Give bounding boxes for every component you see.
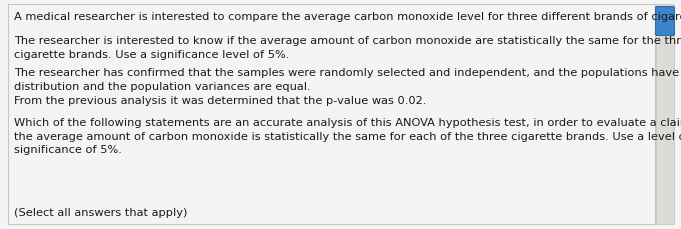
Text: Which of the following statements are an accurate analysis of this ANOVA hypothe: Which of the following statements are an… <box>14 117 681 155</box>
Text: (Select all answers that apply): (Select all answers that apply) <box>14 207 187 217</box>
Text: A medical researcher is interested to compare the average carbon monoxide level : A medical researcher is interested to co… <box>14 12 681 22</box>
Text: From the previous analysis it was determined that the p-value was 0.02.: From the previous analysis it was determ… <box>14 95 426 106</box>
Text: The researcher has confirmed that the samples were randomly selected and indepen: The researcher has confirmed that the sa… <box>14 68 681 91</box>
FancyBboxPatch shape <box>656 8 674 36</box>
FancyBboxPatch shape <box>656 5 674 224</box>
Text: The researcher is interested to know if the average amount of carbon monoxide ar: The researcher is interested to know if … <box>14 36 681 59</box>
